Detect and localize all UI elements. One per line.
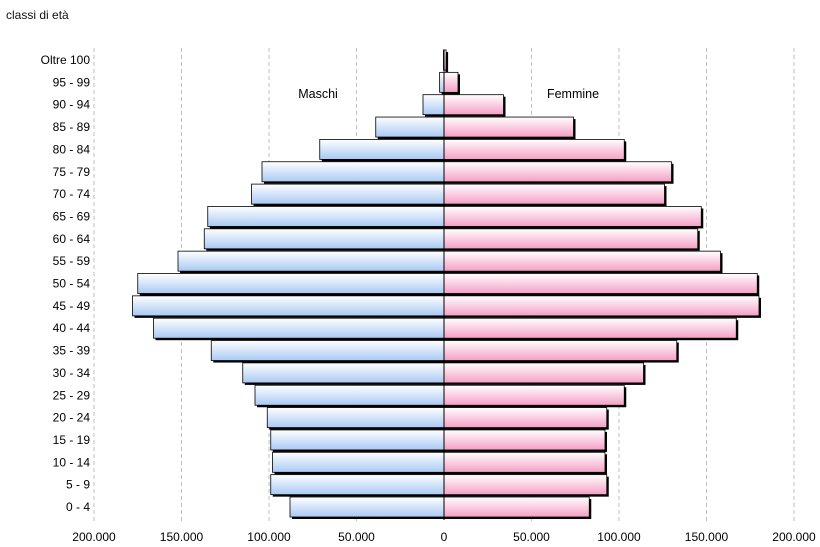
category-label: 40 - 44 — [53, 321, 91, 335]
bar-maschi — [319, 138, 445, 160]
bar-femmine — [443, 161, 672, 183]
bar-maschi — [266, 407, 445, 429]
x-tick-label: 150.000 — [685, 530, 729, 544]
bar-maschi — [422, 94, 445, 116]
bar-femmine — [443, 250, 721, 272]
x-tick-label: 50.000 — [338, 530, 375, 544]
x-tick-label: 200.000 — [72, 530, 116, 544]
bar-maschi — [153, 317, 445, 339]
x-tick-label: 50.000 — [513, 530, 550, 544]
bar-maschi — [242, 362, 445, 384]
bar-femmine — [443, 429, 606, 451]
series-labels: Maschi Femmine — [298, 87, 599, 101]
category-label: 65 - 69 — [53, 209, 91, 223]
bar-maschi — [439, 71, 445, 93]
category-label: Oltre 100 — [41, 53, 91, 67]
bar-shadow-femmine — [446, 52, 449, 72]
bar-maschi — [203, 228, 445, 250]
category-label: 95 - 99 — [53, 75, 91, 89]
x-tick-label: 0 — [441, 530, 448, 544]
bar-maschi — [137, 273, 445, 294]
category-label: 90 - 94 — [53, 98, 91, 112]
bar-femmine — [443, 362, 644, 384]
category-label: 5 - 9 — [66, 478, 90, 492]
bar-maschi — [261, 161, 445, 183]
x-tick-label: 150.000 — [160, 530, 204, 544]
category-label: 50 - 54 — [53, 277, 91, 291]
bar-femmine — [443, 496, 590, 518]
bar-maschi — [210, 340, 445, 361]
category-label: 0 - 4 — [66, 500, 90, 514]
bar-femmine — [443, 273, 758, 294]
bar-femmine — [443, 317, 737, 339]
category-label: 30 - 34 — [53, 366, 91, 380]
category-label: 75 - 79 — [53, 165, 91, 179]
bar-femmine — [443, 474, 608, 496]
bar-maschi — [272, 451, 445, 473]
category-label: 10 - 14 — [53, 455, 91, 469]
bar-femmine — [443, 295, 760, 317]
bar-femmine — [443, 384, 625, 406]
bar-femmine — [443, 94, 504, 116]
bar-maschi — [270, 429, 445, 451]
bar-femmine — [443, 228, 699, 250]
category-label: 15 - 19 — [53, 433, 91, 447]
bar-maschi — [375, 116, 445, 138]
bar-maschi — [132, 295, 445, 317]
category-label: 55 - 59 — [53, 254, 91, 268]
category-label: 25 - 29 — [53, 388, 91, 402]
bar-femmine — [443, 138, 625, 160]
bar-femmine — [443, 116, 574, 138]
bars — [132, 49, 761, 520]
x-tick-label: 200.000 — [772, 530, 816, 544]
series-label-maschi: Maschi — [298, 87, 338, 101]
bar-femmine — [443, 183, 665, 205]
category-label: 70 - 74 — [53, 187, 91, 201]
x-tick-label: 100.000 — [247, 530, 291, 544]
category-label: 45 - 49 — [53, 299, 91, 313]
bar-femmine — [443, 71, 459, 93]
bar-maschi — [289, 496, 445, 518]
category-label: 60 - 64 — [53, 232, 91, 246]
bar-maschi — [251, 183, 445, 205]
bar-femmine — [443, 407, 608, 429]
bar-maschi — [270, 474, 445, 496]
x-tick-labels: 200.000 150.000 100.000 50.000 0 50.000 100.00… — [72, 530, 816, 544]
bar-femmine — [443, 340, 678, 361]
category-label: 35 - 39 — [53, 344, 91, 358]
series-label-femmine: Femmine — [547, 87, 599, 101]
bar-maschi — [254, 384, 445, 406]
chart-title: classi di età — [6, 8, 69, 22]
category-label: 85 - 89 — [53, 120, 91, 134]
category-label: 20 - 24 — [53, 411, 91, 425]
category-labels: 0 - 4 5 - 9 10 - 14 15 - 19 20 - 24 25 - 29 30… — [41, 53, 91, 514]
x-tick-label: 100.000 — [597, 530, 641, 544]
category-label: 80 - 84 — [53, 142, 91, 156]
bar-maschi — [207, 206, 445, 227]
bar-femmine — [443, 206, 702, 227]
bar-maschi — [177, 250, 445, 272]
bar-femmine — [443, 451, 606, 473]
